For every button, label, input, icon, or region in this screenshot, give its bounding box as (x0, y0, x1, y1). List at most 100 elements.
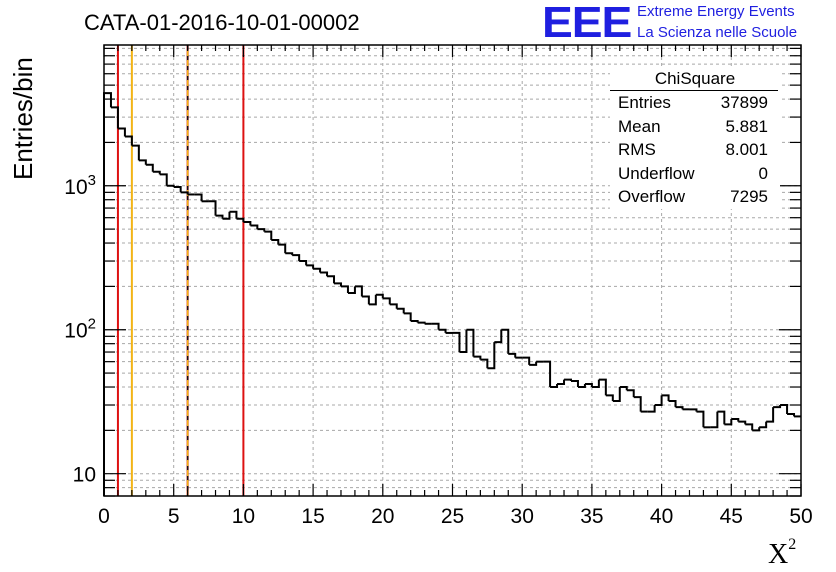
stats-key: Overflow (618, 187, 686, 206)
histogram-bin (529, 361, 538, 366)
stats-divider (610, 90, 778, 91)
histogram-bin (417, 321, 426, 324)
x-tick-label: 25 (441, 505, 464, 528)
histogram-bin (626, 389, 635, 398)
histogram-bin (717, 410, 726, 425)
histogram-bin (117, 127, 126, 137)
histogram-bin (166, 184, 175, 188)
histogram-bin (577, 383, 586, 389)
histogram-bin (633, 396, 642, 412)
histogram-bars (103, 92, 801, 496)
histogram-bin (327, 275, 336, 284)
histogram-bin (431, 322, 440, 330)
histogram-bin (738, 420, 747, 425)
stats-value: 0 (758, 163, 768, 183)
y-tick-label: 103 (64, 172, 96, 199)
histogram-bin (103, 92, 112, 496)
logo-line-2: La Scienza nelle Scuole (637, 24, 798, 41)
y-tick-label: 10 (73, 464, 96, 487)
histogram-bin (752, 427, 761, 432)
axis-ticks (103, 45, 802, 497)
histogram-bin (570, 380, 579, 388)
histogram-bin (131, 144, 140, 161)
histogram-bin (313, 267, 322, 273)
histogram-bin (180, 191, 189, 195)
chart-title: CATA-01-2016-10-01-00002 (84, 10, 360, 35)
histogram-bin (382, 297, 391, 305)
stats-key: Entries (618, 93, 671, 112)
stats-title: ChiSquare (654, 69, 736, 88)
stats-value: 37899 (720, 93, 768, 112)
histogram-bin (675, 406, 684, 410)
histogram-bin (480, 358, 489, 369)
histogram-bin (787, 412, 796, 417)
stats-row-rms: RMS 8.001 (610, 138, 780, 162)
x-tick-label: 40 (650, 505, 673, 528)
histogram-bin (459, 329, 468, 354)
logo-mark: EEE (542, 0, 632, 47)
histogram-bin (264, 230, 273, 241)
histogram-bin (236, 217, 245, 223)
histogram-bin (668, 399, 677, 408)
histogram-bin (487, 342, 496, 370)
histogram-bin (173, 186, 182, 193)
histogram-bin (452, 331, 461, 353)
histogram-bin (619, 386, 628, 391)
histogram-bin (229, 210, 238, 219)
histogram-bin (278, 243, 287, 254)
histogram-bin (194, 193, 203, 202)
stats-row-entries: Entries 37899 (610, 91, 780, 115)
x-axis-label: X2 (768, 536, 797, 570)
x-tick-label: 30 (511, 505, 534, 528)
histogram-bin (605, 394, 614, 401)
histogram-bin (780, 404, 789, 414)
histogram-bin (410, 319, 419, 323)
histogram-bin (243, 221, 252, 226)
histogram-bin (550, 383, 559, 389)
x-tick-label: 10 (232, 505, 255, 528)
histogram-bin (368, 294, 377, 306)
histogram-bin (612, 387, 621, 402)
histogram-bin (110, 106, 119, 129)
x-tick-label: 0 (98, 505, 110, 528)
histogram-bin (152, 170, 161, 175)
histogram-bin (543, 360, 552, 388)
histogram-bin (501, 328, 510, 354)
histogram-bin (159, 173, 168, 186)
histogram-bin (271, 239, 280, 245)
histogram-bin (759, 421, 768, 429)
histogram-bin (438, 328, 447, 333)
logo-line-1: Extreme Energy Events (637, 3, 795, 20)
x-tick-label: 50 (789, 505, 812, 528)
x-tick-label: 5 (168, 505, 180, 528)
histogram-bin (403, 312, 412, 321)
histogram-bin (689, 408, 698, 412)
histogram-bin (661, 394, 670, 401)
stats-key: RMS (618, 140, 656, 159)
stats-key: Underflow (618, 163, 695, 183)
histogram-bin (299, 260, 308, 266)
histogram-bin (696, 410, 705, 428)
histogram-bin (347, 286, 356, 294)
histogram-bin (334, 282, 342, 287)
histogram-bin (375, 293, 384, 299)
stats-row-mean: Mean 5.881 (610, 115, 780, 139)
histogram-bin (564, 378, 572, 382)
histogram-bin (389, 303, 398, 309)
histogram-bin (145, 163, 154, 172)
y-axis-label: Entries/bin (8, 57, 38, 180)
histogram-bin (654, 395, 663, 407)
stats-row-overflow: Overflow 7295 (610, 185, 780, 209)
histogram-bin (766, 407, 775, 423)
histogram-bin (473, 355, 482, 360)
x-tick-label: 20 (371, 505, 394, 528)
histogram-bin (745, 423, 754, 431)
x-tick-label: 35 (580, 505, 603, 528)
histogram-bin (306, 264, 315, 269)
histogram-bin (647, 405, 656, 413)
histogram-bin (466, 328, 475, 357)
threshold-lines (116, 45, 245, 496)
histogram-bin (396, 307, 405, 314)
stats-box: ChiSquare Entries 37899 Mean 5.881 RMS 8… (610, 68, 780, 209)
